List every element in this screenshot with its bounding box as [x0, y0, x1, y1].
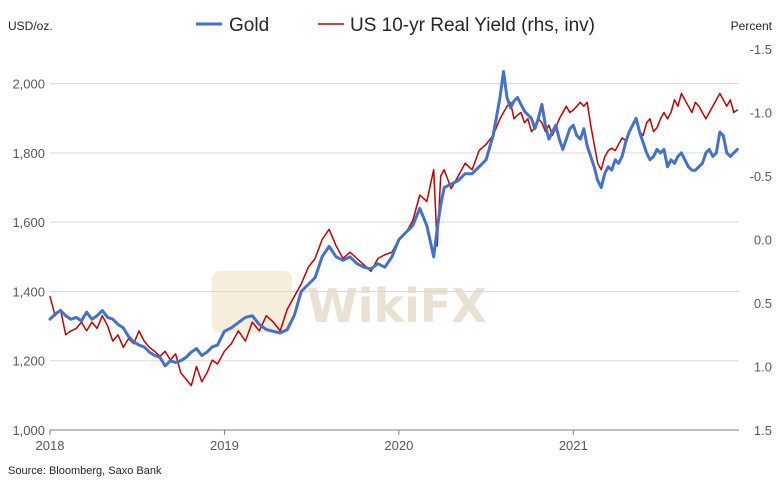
x-tick-label: 2021 — [559, 438, 588, 453]
left-tick-label: 1,400 — [12, 284, 45, 299]
watermark-logo-icon — [212, 271, 292, 333]
x-axis-ticks: 2018 2019 2020 2021 — [36, 430, 588, 453]
right-tick-label: 0.0 — [754, 233, 772, 248]
right-tick-label: 1.0 — [754, 360, 772, 375]
x-tick-label: 2018 — [36, 438, 65, 453]
right-axis-ticks: 1.5 1.0 0.5 0.0 -0.5 -1.0 -1.5 — [750, 42, 772, 438]
legend-yield-label: US 10-yr Real Yield (rhs, inv) — [350, 15, 595, 36]
left-tick-label: 1,800 — [12, 146, 45, 161]
watermark: WikiFX — [212, 271, 487, 333]
right-tick-label: 0.5 — [754, 296, 772, 311]
left-tick-label: 1,600 — [12, 215, 45, 230]
source-note: Source: Bloomberg, Saxo Bank — [8, 465, 162, 477]
left-tick-label: 2,000 — [12, 77, 45, 92]
left-tick-label: 1,200 — [12, 354, 45, 369]
x-tick-label: 2019 — [210, 438, 239, 453]
right-tick-label: -0.5 — [750, 169, 772, 184]
watermark-text: WikiFX — [307, 279, 487, 333]
left-tick-label: 1,000 — [12, 423, 45, 438]
legend: Gold US 10-yr Real Yield (rhs, inv) — [196, 15, 595, 36]
right-tick-label: 1.5 — [754, 423, 772, 438]
legend-gold-label: Gold — [229, 15, 269, 36]
left-axis-ticks: 1,000 1,200 1,400 1,600 1,800 2,000 — [12, 77, 45, 438]
series-line-real-yield — [49, 92, 739, 387]
x-tick-label: 2020 — [384, 438, 413, 453]
right-tick-label: -1.0 — [750, 106, 772, 121]
right-axis-unit: Percent — [731, 19, 773, 33]
series-group — [48, 70, 739, 387]
series-line-gold — [48, 70, 739, 368]
right-tick-label: -1.5 — [750, 42, 772, 57]
left-axis-unit: USD/oz. — [8, 19, 53, 33]
